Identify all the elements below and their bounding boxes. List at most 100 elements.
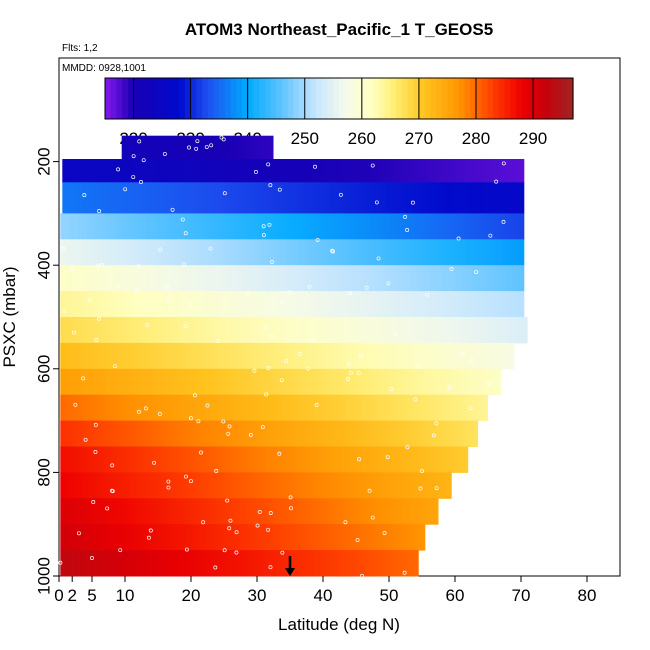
observation-point [474,270,479,274]
x-axis: 0 2 5 10 20 30 40 50 60 70 80 [54,576,596,605]
colorbar-segment [133,78,140,119]
heatmap-row [60,342,515,370]
observation-point [263,324,268,329]
observation-point [199,450,203,455]
observation-point [118,548,123,553]
observation-point [204,145,209,150]
colorbar-segment [327,78,334,119]
observation-point [94,337,99,342]
observation-point [405,445,410,450]
observation-point [137,139,142,144]
colorbar-segment [207,78,215,119]
colorbar-segment [458,78,466,119]
colorbar-segment [475,78,483,119]
colorbar-segment [310,78,317,119]
observation-point [116,283,121,288]
colorbar-segment [202,78,209,119]
observation-point [158,247,163,252]
observation-point [188,479,193,484]
observation-point [152,460,157,465]
observation-point [280,299,285,304]
chart-title: ATOM3 Northeast_Pacific_1 T_GEOS5 [185,20,493,39]
observation-point [170,207,175,212]
y-tick-label: 1000 [34,557,53,595]
colorbar-segment [407,78,414,119]
observation-point [280,550,285,555]
observation-point [277,187,282,192]
observation-point [209,143,214,148]
observation-point [141,158,146,163]
observation-point [131,175,136,179]
observation-point [123,187,128,192]
y-axis-label: PSXC (mbar) [0,266,19,367]
observation-point [110,463,115,468]
observation-point [266,527,271,532]
colorbar-segment [453,78,460,119]
colorbar-tick-label: 260 [348,129,376,148]
x-tick-label: 50 [380,586,399,605]
observation-point [131,154,136,159]
observation-point [264,392,269,397]
observation-point [226,431,231,436]
colorbar-segment [413,78,420,119]
observation-point [213,565,218,570]
colorbar-segment [105,78,112,119]
observation-point [157,411,162,416]
observation-point [425,292,430,297]
observation-point [345,376,350,381]
observation-point [82,193,87,198]
colorbar-segment [533,78,540,119]
observation-point [266,365,271,370]
colorbar-segment [515,78,523,119]
colorbar-segment [447,78,454,119]
heatmap-row [60,420,479,447]
colorbar-segment [373,78,380,119]
colorbar-segment [378,78,386,119]
observation-point [434,486,439,491]
observation-point [460,351,465,356]
colorbar-segment [367,78,374,119]
x-tick-label: 0 [54,586,63,605]
observation-point [266,162,271,167]
observation-point [330,249,335,254]
observation-point [305,366,310,371]
x-tick-label: 10 [116,586,135,605]
x-tick-label: 60 [446,586,465,605]
observation-point [393,331,398,336]
observation-point [221,419,226,424]
observation-point [456,236,461,241]
heatmap-row [60,394,488,422]
observation-point [346,362,351,367]
x-tick-label: 30 [248,586,267,605]
colorbar-segment [527,78,534,119]
y-tick-label: 600 [34,355,53,383]
observation-point [494,179,499,184]
observation-point [99,263,104,267]
y-tick-label: 200 [34,147,53,175]
date-note: MMDD: 0928,1001 [62,63,146,74]
heatmap-row [60,550,419,577]
observation-point [72,330,77,335]
colorbar-tick-label: 270 [405,129,433,148]
colorbar-segment [167,78,175,119]
observation-point [222,191,227,196]
observation-point [88,298,93,303]
colorbar-segment [487,78,494,119]
heatmap-row [60,498,439,525]
observation-point [183,231,188,236]
heatmap-cells [60,135,528,577]
observation-point [227,424,232,429]
observation-point [298,351,303,356]
observation-point [134,289,139,294]
observation-point [139,180,143,184]
observation-point [313,164,317,169]
observation-point [348,370,353,375]
observation-point [254,169,258,174]
observation-point [434,421,439,426]
observation-point [359,573,364,578]
colorbar-segment [550,78,557,119]
observation-point [116,167,121,172]
observation-point [61,246,66,251]
observation-point [58,560,63,565]
